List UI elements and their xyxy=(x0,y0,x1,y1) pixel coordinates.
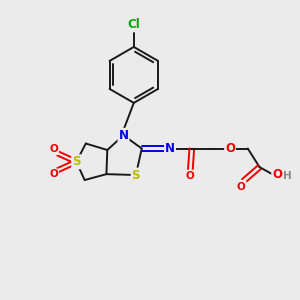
Text: O: O xyxy=(49,169,58,179)
Text: S: S xyxy=(132,169,140,182)
Text: N: N xyxy=(118,129,128,142)
Text: O: O xyxy=(272,168,282,181)
Text: O: O xyxy=(49,144,58,154)
Text: O: O xyxy=(186,171,195,181)
Text: H: H xyxy=(283,171,292,181)
Text: N: N xyxy=(165,142,175,155)
Text: S: S xyxy=(72,155,81,168)
Text: O: O xyxy=(237,182,246,192)
Text: Cl: Cl xyxy=(128,18,140,32)
Text: O: O xyxy=(225,142,235,155)
